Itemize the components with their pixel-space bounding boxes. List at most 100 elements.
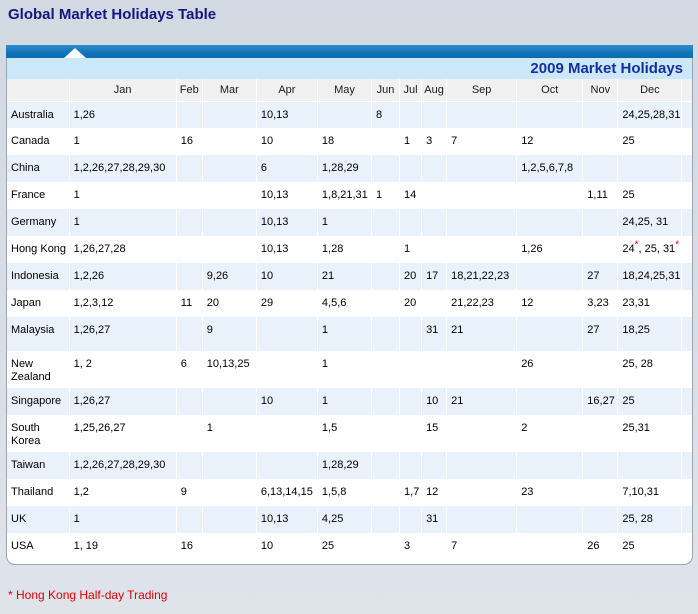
holiday-cell: 1,8,21,31 [316, 182, 372, 209]
column-header-apr: Apr [255, 79, 318, 101]
table-row-south-korea: South Korea 1,25,26,27 1 1,5 15 2 25,31 [7, 415, 692, 452]
country-label: Malaysia [7, 317, 70, 351]
holiday-cell [446, 182, 517, 209]
holiday-cell: 16,27 [582, 388, 618, 415]
holiday-cell [582, 236, 618, 263]
holiday-cell: 26 [582, 533, 618, 560]
holiday-cell [516, 263, 583, 290]
holiday-cell: 10,13 [255, 209, 318, 236]
holiday-cell [370, 317, 400, 351]
holiday-cell: 24,25, 31 [617, 209, 682, 236]
holiday-cell [516, 100, 583, 128]
holiday-cell: 1 [370, 182, 400, 209]
holiday-cell [399, 415, 422, 452]
footnote: * Hong Kong Half-day Trading [8, 588, 168, 602]
spacer-cell [681, 100, 692, 128]
table-row-hong-kong: Hong Kong 1,26,27,28 10,13 1,28 1 1,26 24*, 25… [7, 236, 692, 263]
holiday-cell [175, 506, 203, 533]
holiday-cell: 1 [316, 209, 372, 236]
holidays-table: Jan Feb Mar Apr May Jun Jul Aug Sep Oct Nov Dec Aus… [7, 79, 692, 560]
spacer-cell [681, 155, 692, 182]
holiday-cell: 29 [255, 290, 318, 317]
holiday-cell: 10,13 [255, 236, 318, 263]
table-header-row: Jan Feb Mar Apr May Jun Jul Aug Sep Oct Nov Dec [7, 79, 692, 101]
holiday-cell: 26 [516, 351, 583, 388]
holiday-cell: 1,2,26,27,28,29,30 [68, 452, 177, 479]
holiday-cell: 3 [421, 128, 447, 155]
spacer-cell [681, 317, 692, 351]
holiday-cell: 6 [255, 155, 318, 182]
holiday-cell: 27 [582, 263, 618, 290]
holiday-cell [446, 236, 517, 263]
holiday-cell [399, 155, 422, 182]
holiday-cell [421, 452, 447, 479]
holiday-cell: 25,31 [617, 415, 682, 452]
table-row-australia: Australia 1,26 10,13 8 24,25,28,31 [7, 100, 692, 128]
country-label: South Korea [11, 422, 41, 447]
column-header-mar: Mar [201, 79, 257, 101]
holiday-cell: 17 [421, 263, 447, 290]
country-label: UK [7, 506, 70, 533]
holiday-cell [370, 452, 400, 479]
column-header-nov: Nov [582, 79, 618, 101]
holiday-cell: 1,26,27,28 [68, 236, 177, 263]
country-label: Germany [7, 209, 70, 236]
holiday-cell: 18,21,22,23 [446, 263, 517, 290]
country-label: Hong Kong [11, 243, 67, 255]
holiday-cell: 25 [617, 182, 682, 209]
holiday-cell: 25 [617, 388, 682, 415]
table-row-germany: Germany 1 10,13 1 24,25, 31 [7, 209, 692, 236]
holiday-cell [516, 533, 583, 560]
holiday-cell: 1,5,8 [316, 479, 372, 506]
table-row-taiwan: Taiwan 1,2,26,27,28,29,30 1,28,29 [7, 452, 692, 479]
holiday-cell: 9 [201, 317, 257, 351]
holiday-cell: 1 [316, 388, 372, 415]
spacer-cell [681, 388, 692, 415]
holiday-cell [175, 317, 203, 351]
table-row-japan: Japan 1,2,3,12 11 20 29 4,5,6 20 21,22,23 12 3,23… [7, 290, 692, 317]
country-label: Indonesia [7, 263, 70, 290]
holiday-cell [446, 506, 517, 533]
holiday-cell: 10,13 [255, 506, 318, 533]
holiday-cell: 18,24,25,31 [617, 263, 682, 290]
holiday-cell [201, 209, 257, 236]
table-row-canada: Canada 1 16 10 18 1 3 7 12 25 [7, 128, 692, 155]
holiday-cell: 3 [399, 533, 422, 560]
holiday-cell [201, 388, 257, 415]
holiday-cell: 1,25,26,27 [68, 415, 177, 452]
holiday-cell [201, 100, 257, 128]
holiday-cell: 10,13 [255, 182, 318, 209]
holiday-cell [201, 506, 257, 533]
holiday-cell: 1 [399, 128, 422, 155]
holiday-cell [370, 415, 400, 452]
holiday-cell [446, 452, 517, 479]
holiday-cell [617, 155, 682, 182]
holiday-cell: 18,25 [617, 317, 682, 351]
holiday-cell [399, 209, 422, 236]
holiday-cell [399, 452, 422, 479]
column-header-dec: Dec [617, 79, 682, 101]
holiday-cell [370, 155, 400, 182]
holiday-cell: 1,26,27 [68, 317, 177, 351]
holiday-cell: 1,2,5,6,7,8 [516, 155, 583, 182]
country-label: France [11, 189, 46, 201]
holiday-cell: 1,28 [316, 236, 372, 263]
spacer-cell [681, 479, 692, 506]
holiday-cell: 24*, 25, 31* [617, 236, 682, 263]
country-label: Japan [11, 297, 41, 309]
holiday-cell [370, 128, 400, 155]
holiday-cell [421, 533, 447, 560]
spacer-cell [681, 128, 692, 155]
holiday-cell: 1,28,29 [316, 452, 372, 479]
holiday-cell [201, 182, 257, 209]
holiday-cell [582, 128, 618, 155]
holiday-cell: 25 [617, 533, 682, 560]
holiday-cell: 15 [421, 415, 447, 452]
holiday-cell [421, 236, 447, 263]
holiday-cell [201, 479, 257, 506]
holiday-cell [201, 452, 257, 479]
column-header-jun: Jun [370, 79, 400, 101]
holiday-cell: 1,2,3,12 [68, 290, 177, 317]
holiday-cell [201, 236, 257, 263]
holiday-cell: 27 [582, 317, 618, 351]
